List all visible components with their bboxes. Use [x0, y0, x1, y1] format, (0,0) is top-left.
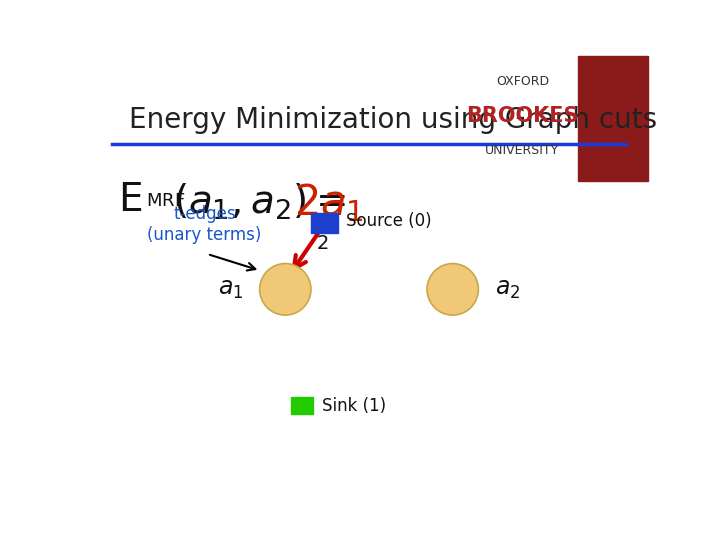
Text: $2a_1$: $2a_1$	[294, 181, 364, 224]
Text: BROOKES: BROOKES	[467, 106, 579, 126]
Bar	[311, 213, 338, 233]
Text: OXFORD: OXFORD	[496, 75, 549, 88]
Text: 2: 2	[317, 234, 329, 253]
Bar	[291, 397, 313, 414]
Text: $a_1$: $a_1$	[217, 278, 243, 301]
Text: $\mathrm{E}$: $\mathrm{E}$	[118, 181, 142, 219]
Text: Energy Minimization using Graph cuts: Energy Minimization using Graph cuts	[129, 106, 657, 134]
Text: $\mathrm{MRF}$: $\mathrm{MRF}$	[145, 192, 185, 210]
Text: Sink (1): Sink (1)	[322, 397, 386, 415]
Bar	[578, 57, 648, 181]
Text: Source (0): Source (0)	[346, 212, 432, 230]
Ellipse shape	[260, 264, 311, 315]
Text: UNIVERSITY: UNIVERSITY	[485, 144, 559, 157]
Text: t-edges
(unary terms): t-edges (unary terms)	[147, 205, 261, 244]
Ellipse shape	[427, 264, 478, 315]
Text: $(a_1,a_2) = $: $(a_1,a_2) = $	[173, 181, 346, 221]
Text: $a_2$: $a_2$	[495, 278, 521, 301]
